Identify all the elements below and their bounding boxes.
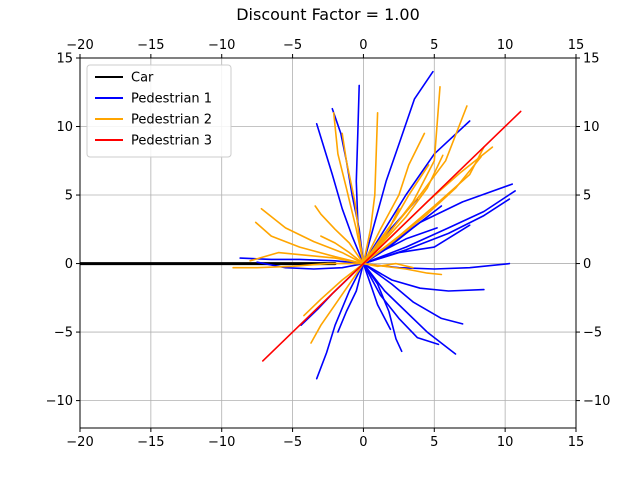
trajectory-line — [362, 105, 468, 265]
legend-label: Pedestrian 3 — [131, 134, 212, 149]
trajectory-line — [362, 164, 430, 265]
trajectory-line — [362, 262, 440, 346]
y-tick-label: 10 — [56, 120, 73, 135]
x-tick-label: 10 — [497, 435, 514, 450]
trajectory-line — [362, 262, 414, 269]
trajectory-line — [362, 207, 400, 265]
trajectory-line — [315, 123, 365, 265]
trajectory-line — [303, 262, 365, 317]
x-tick-label-top: 15 — [568, 38, 585, 53]
x-tick-label-top: 5 — [430, 38, 438, 53]
x-tick-label: −15 — [137, 435, 164, 450]
trajectory-line — [362, 183, 514, 265]
x-tick-label-top: −10 — [208, 38, 235, 53]
trajectory-line — [310, 262, 365, 344]
legend-label: Pedestrian 2 — [131, 113, 212, 128]
trajectory-line — [239, 257, 365, 265]
trajectory-line — [362, 262, 392, 331]
trajectory-line — [362, 70, 434, 265]
x-tick-label-top: 10 — [497, 38, 514, 53]
y-tick-label-right: 15 — [583, 52, 600, 67]
y-tick-label: −10 — [46, 394, 73, 409]
y-tick-label: 5 — [65, 189, 73, 204]
legend: Car Pedestrian 1 Pedestrian 2 Pedestrian 3 — [86, 64, 232, 158]
trajectory-line — [232, 262, 365, 269]
trajectory-line — [362, 224, 471, 265]
series-pedestrian-3 — [261, 110, 522, 362]
x-tick-label: −20 — [66, 435, 93, 450]
trajectory-line — [362, 262, 443, 276]
y-tick-label-right: 0 — [583, 257, 591, 272]
x-tick-label: 15 — [568, 435, 585, 450]
y-tick-label-right: −5 — [583, 326, 602, 341]
legend-label: Pedestrian 1 — [131, 92, 212, 107]
x-tick-label: 5 — [430, 435, 438, 450]
y-tick-label: 0 — [65, 257, 73, 272]
y-tick-label-right: 5 — [583, 189, 591, 204]
trajectory-line — [362, 155, 482, 265]
legend-box — [86, 64, 232, 158]
trajectory-line — [341, 132, 365, 265]
series-pedestrian-2 — [232, 86, 494, 344]
x-tick-label-top: 0 — [359, 38, 367, 53]
trajectory-line — [362, 154, 444, 265]
trajectory-line — [362, 112, 379, 265]
trajectory-line — [362, 205, 443, 265]
x-tick-label: 0 — [359, 435, 367, 450]
trajectory-line — [362, 262, 457, 355]
y-tick-label-right: 10 — [583, 120, 600, 135]
trajectory-line — [315, 262, 365, 380]
trajectory-line — [337, 262, 365, 333]
y-tick-label: 15 — [56, 52, 73, 67]
trajectory-line — [260, 207, 365, 265]
trajectory-line — [332, 112, 365, 265]
trajectory-line — [256, 261, 365, 270]
y-tick-label-right: −10 — [583, 394, 610, 409]
plot-area — [80, 70, 522, 380]
trajectory-line — [314, 205, 365, 265]
x-tick-label-top: −5 — [283, 38, 302, 53]
plot-frame — [79, 57, 577, 429]
trajectory-line — [261, 110, 522, 362]
trajectory-line — [362, 132, 426, 265]
chart-title: Discount Factor = 1.00 — [236, 5, 420, 24]
trajectory-line — [362, 190, 516, 265]
x-tick-label-top: −20 — [66, 38, 93, 53]
x-tick-label-top: −15 — [137, 38, 164, 53]
trajectory-line — [362, 262, 403, 353]
trajectory-line — [362, 120, 471, 265]
legend-label: Car — [131, 71, 154, 86]
x-tick-label: −5 — [283, 435, 302, 450]
trajectory-line — [320, 235, 365, 265]
trajectory-line — [362, 262, 485, 292]
trajectory-line — [362, 262, 464, 325]
x-tick-label: −10 — [208, 435, 235, 450]
trajectory-line — [249, 251, 365, 265]
y-tick-label: −5 — [54, 326, 73, 341]
trajectory-line — [254, 221, 365, 265]
